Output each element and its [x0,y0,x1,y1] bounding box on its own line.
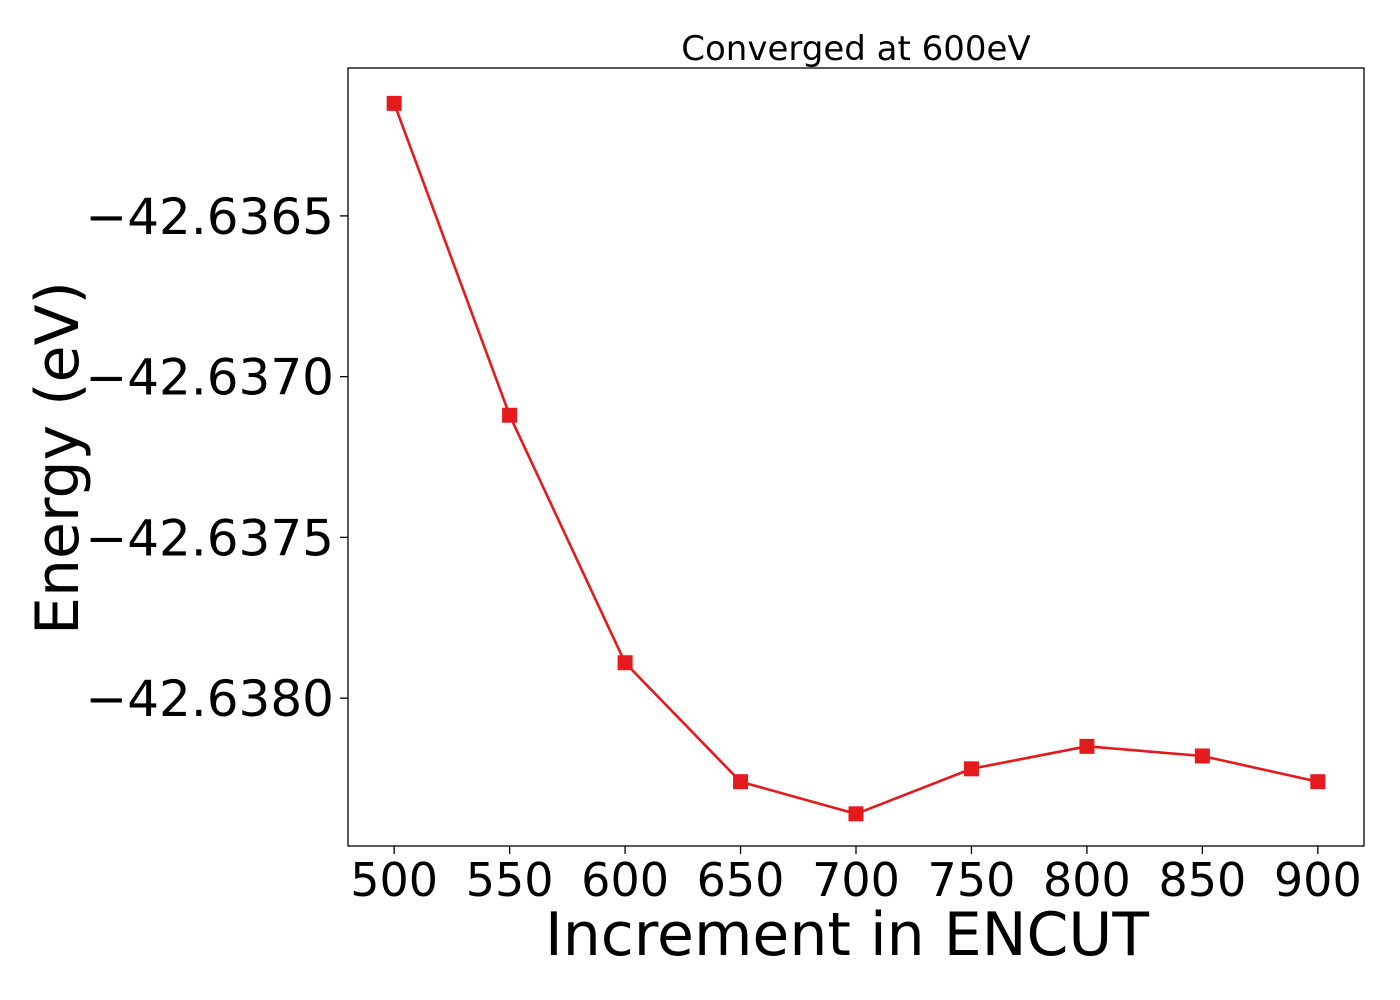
x-tick-label: 850 [1158,853,1246,907]
x-axis-label: Increment in ENCUT [545,900,1149,970]
data-point-marker [733,774,749,790]
x-tick-label: 700 [812,853,900,907]
x-tick-label: 650 [697,853,785,907]
x-tick-label: 550 [466,853,554,907]
data-point-marker [848,806,864,822]
data-point-marker [1079,738,1095,754]
data-point-marker [386,95,402,111]
plot-area-frame [347,67,1365,847]
data-point-marker [1310,774,1326,790]
x-tick-label: 750 [928,853,1016,907]
energy-series-markers [386,95,1326,822]
x-axis-ticks: 500 550 600 650 700 750 800 850 900 [350,846,1362,907]
data-point-marker [502,407,518,423]
x-tick-label: 500 [350,853,438,907]
x-tick-label: 600 [581,853,669,907]
data-point-marker [963,761,979,777]
x-tick-label: 900 [1274,853,1362,907]
x-tick-label: 800 [1043,853,1131,907]
data-point-marker [1194,748,1210,764]
data-point-marker [617,655,633,671]
y-tick-label: −42.6365 [85,188,334,246]
y-axis-label: Energy (eV) [23,281,93,635]
chart-title: Converged at 600eV [681,29,1030,69]
y-axis-ticks: −42.6365 −42.6370 −42.6375 −42.6380 [85,188,348,728]
y-tick-label: −42.6375 [85,509,334,567]
y-tick-label: −42.6380 [85,670,334,728]
y-tick-label: −42.6370 [85,349,334,407]
energy-series-line [392,102,1319,816]
